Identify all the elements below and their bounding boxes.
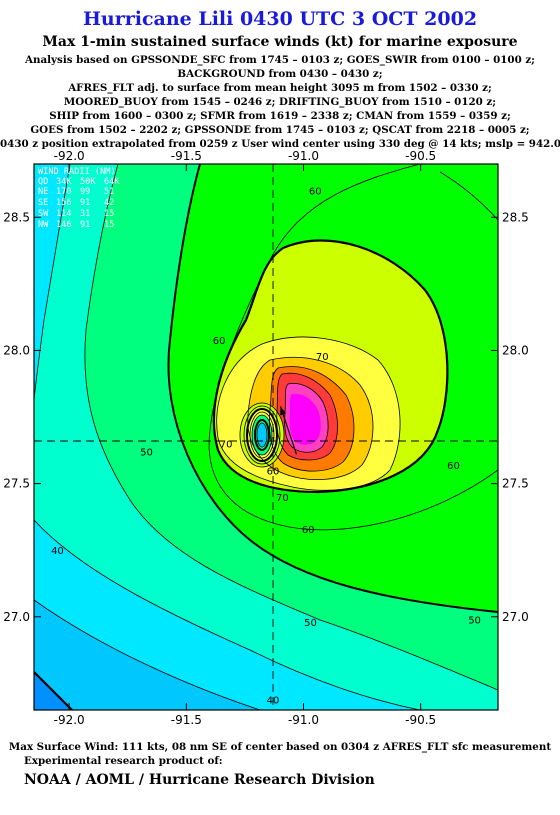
plot-frame	[33, 163, 499, 711]
contour-60	[439, 171, 498, 221]
contour-eye-30	[251, 414, 273, 456]
chart-subtitle: Max 1-min sustained surface winds (kt) f…	[42, 34, 518, 50]
experimental-note: Experimental research product of:	[24, 755, 223, 767]
max-wind-note: Max Surface Wind: 111 kts, 08 nm SE of c…	[8, 741, 552, 753]
center-crosshair	[34, 164, 498, 710]
analysis-line: MOORED_BUOY from 1545 – 0246 z; DRIFTING…	[63, 96, 497, 108]
contour-30	[34, 519, 421, 710]
x-tick-label-bottom: -90.5	[405, 713, 436, 727]
contour-label: 60	[267, 466, 280, 477]
contour-label: 70	[220, 440, 233, 451]
wind-radii-col-header: QD	[38, 177, 48, 187]
wind-radii-col-header: 64K	[104, 177, 120, 187]
wind-radii-cell: 99	[80, 187, 90, 197]
analysis-line: 0430 z position extrapolated from 0259 z…	[0, 138, 560, 150]
wind-radii-cell: SW	[38, 209, 49, 219]
contour-eye-20	[254, 419, 270, 451]
analysis-line: SHIP from 1600 – 0300 z; SFMR from 1619 …	[49, 110, 511, 122]
y-tick-label-left: 28.5	[3, 210, 30, 224]
chart-title: Hurricane Lili 0430 UTC 3 OCT 2002	[82, 8, 478, 30]
contour-eye-10	[256, 422, 268, 448]
y-tick-label-right: 28.0	[502, 343, 529, 357]
contour-50	[167, 164, 498, 613]
fill-region-20	[34, 600, 260, 710]
contour-label: 60	[447, 461, 460, 472]
wind-radii-heading: WIND RADII (NM)	[38, 167, 116, 177]
x-tick-label-bottom: -92.0	[54, 713, 85, 727]
fill-region-40	[34, 164, 498, 710]
y-tick-label-left: 27.5	[3, 477, 30, 491]
wind-radii-cell: NW	[38, 220, 49, 230]
contour-fills	[34, 164, 498, 710]
contour-105	[276, 372, 338, 461]
contour-20	[34, 599, 261, 710]
wind-radii-cell: 91	[80, 198, 90, 208]
contour-label: 50	[304, 618, 317, 629]
wind-radii-cell: 146	[56, 220, 72, 230]
y-tick-label-right: 28.5	[502, 210, 529, 224]
x-tick-label-top: -91.5	[171, 149, 202, 163]
wind-radii-table: WIND RADII (NM) QD 34K 50K 64K NE 170 99 51…	[38, 167, 120, 230]
organization-name: NOAA / AOML / Hurricane Research Divisio…	[24, 772, 375, 788]
contour-label: 60	[302, 525, 315, 536]
fill-region-30	[34, 164, 70, 400]
wind-radii-cell: SE	[38, 198, 48, 208]
wind-radii-cell: 114	[56, 209, 72, 219]
wind-radii-cell: 156	[56, 198, 72, 208]
contour-90	[247, 356, 374, 481]
fill-region-eye-ring	[289, 393, 321, 445]
y-tick-label-left: 28.0	[3, 343, 30, 357]
wind-radii-cell: 51	[104, 187, 114, 197]
y-tick-label-right: 27.0	[502, 610, 529, 624]
axis-ticks: -92.0 -92.0 -91.5 -91.5 -91.0 -91.0 -90.5 -90.5…	[3, 149, 528, 727]
contour-lines	[34, 164, 498, 710]
contour-eye-60	[243, 405, 281, 465]
contour-label: 60	[309, 187, 322, 198]
contour-100	[268, 366, 355, 472]
wind-radii-col-header: 50K	[80, 177, 96, 187]
contour-10	[34, 671, 73, 710]
wind-radii-rows: NE 170 99 51 SE 156 91 42 SW 114 31 15 NW 146 91 15	[38, 187, 114, 230]
wind-radii-cell: 42	[104, 198, 114, 208]
contour-110	[284, 383, 329, 453]
contour-80	[216, 336, 401, 491]
contour-label: 60	[213, 336, 226, 347]
x-tick-label-bottom: -91.0	[288, 713, 319, 727]
contour-eye-50	[246, 408, 278, 462]
x-tick-label-top: -91.0	[288, 149, 319, 163]
wind-radii-col-header: 34K	[56, 177, 72, 187]
analysis-line: BACKGROUND from 0430 – 0430 z;	[177, 68, 383, 80]
contour-label: 50	[468, 615, 481, 626]
analysis-line: AFRES_FLT adj. to surface from mean heig…	[68, 82, 492, 94]
contour-60	[208, 164, 498, 531]
y-tick-label-left: 27.0	[3, 610, 30, 624]
analysis-notes: Analysis based on GPSSONDE_SFC from 1745…	[0, 53, 560, 151]
wind-radii-cell: 91	[80, 220, 90, 230]
analysis-line: GOES from 1502 – 2202 z; GPSSONDE from 1…	[30, 124, 530, 136]
x-tick-label-bottom: -91.5	[171, 713, 202, 727]
wind-radii-cell: 15	[104, 220, 114, 230]
contour-40	[84, 164, 498, 691]
wind-radii-cell: 31	[80, 209, 90, 219]
wind-radii-cell: 15	[104, 209, 114, 219]
wind-radii-cell: NE	[38, 187, 48, 197]
contour-label: 50	[140, 448, 153, 459]
max-wind-arrow	[279, 406, 298, 455]
contour-label: 70	[316, 352, 329, 363]
contour-eye-70	[239, 402, 285, 468]
contour-label: 40	[51, 546, 64, 557]
max-wind-arrow-head	[280, 406, 287, 416]
x-tick-label-top: -90.5	[405, 149, 436, 163]
x-tick-label-top: -92.0	[54, 149, 85, 163]
contour-label: 70	[276, 493, 289, 504]
contour-70	[212, 239, 449, 494]
contour-eye-40	[249, 411, 275, 459]
analysis-line: Analysis based on GPSSONDE_SFC from 1745…	[25, 54, 535, 66]
contour-30	[34, 164, 71, 401]
y-tick-label-right: 27.5	[502, 477, 529, 491]
wind-radii-cell: 170	[56, 187, 72, 197]
